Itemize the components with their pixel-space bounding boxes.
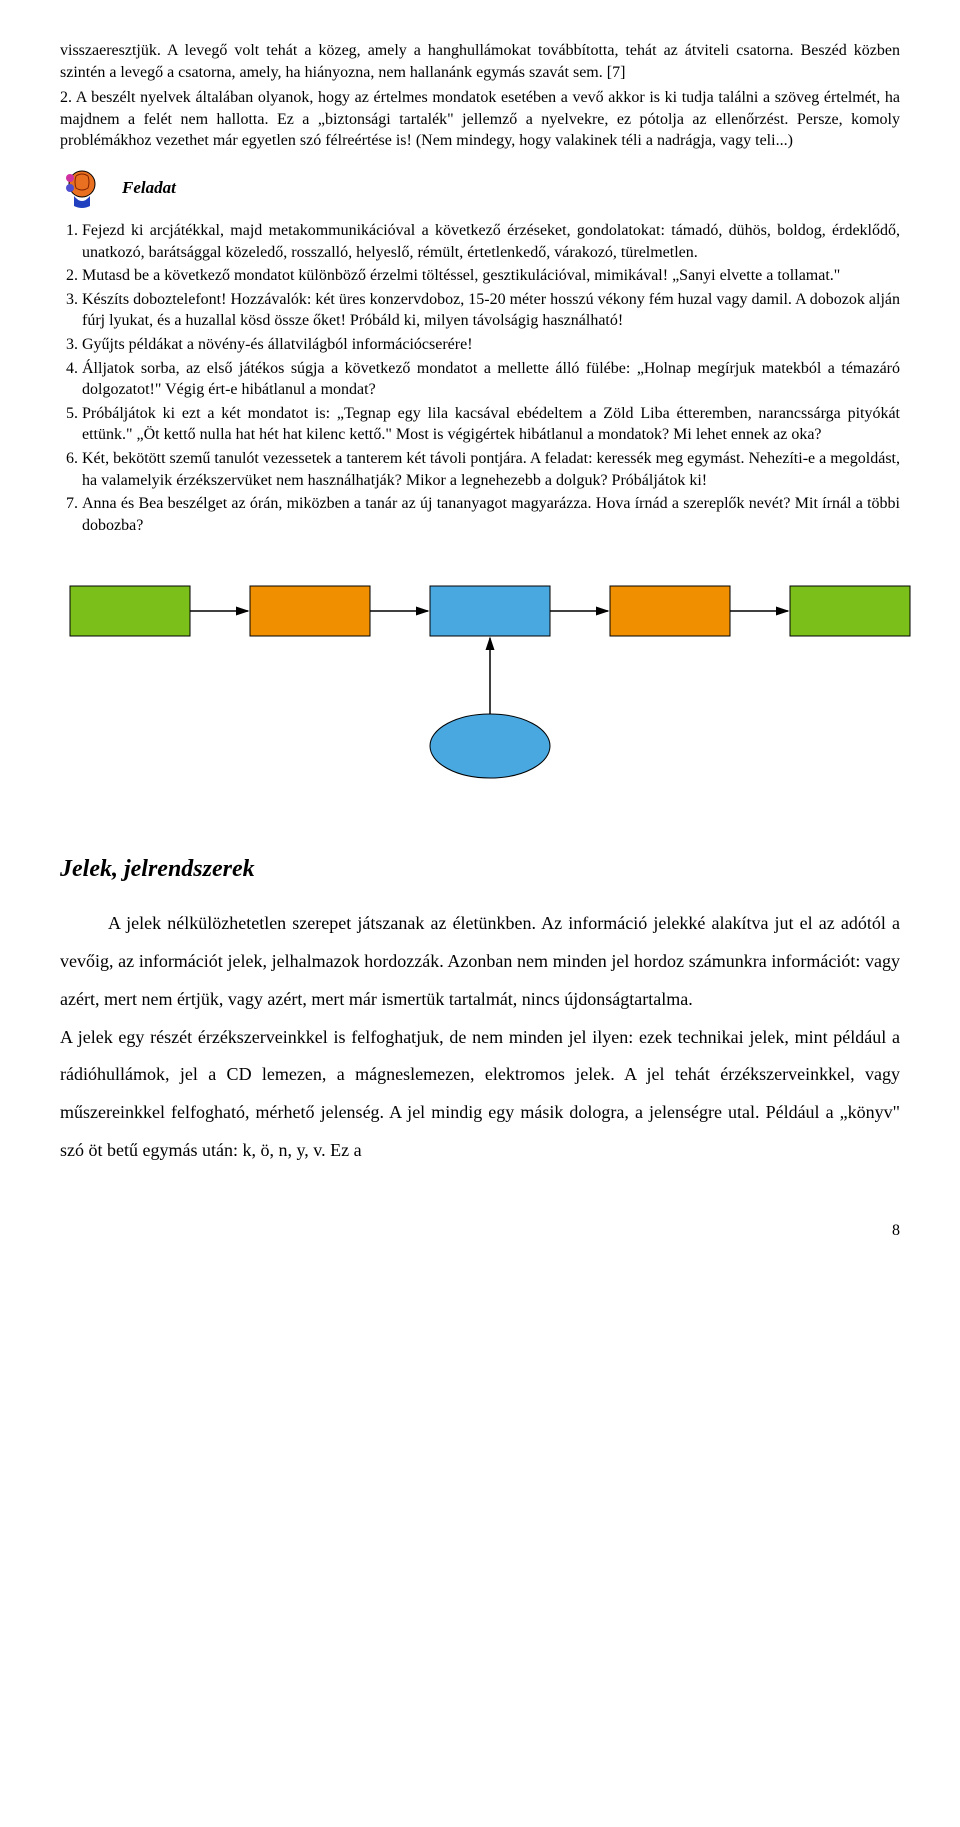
task-item: Mutasd be a következő mondatot különböző… — [82, 265, 900, 287]
task-list: Fejezd ki arcjátékkal, majd metakommunik… — [60, 220, 900, 536]
intro-paragraph-2: 2. A beszélt nyelvek általában olyanok, … — [60, 87, 900, 152]
task-item: Két, bekötött szemű tanulót vezessetek a… — [82, 448, 900, 491]
page-number: 8 — [60, 1220, 900, 1242]
section-heading: Jelek, jelrendszerek — [60, 853, 900, 885]
flow-diagram — [60, 576, 900, 793]
task-item: Álljatok sorba, az első játékos súgja a … — [82, 358, 900, 401]
brain-icon — [60, 166, 104, 210]
diagram-svg — [60, 576, 920, 786]
intro-paragraph-1: visszaeresztjük. A levegő volt tehát a k… — [60, 40, 900, 83]
feladat-heading-row: Feladat — [60, 166, 900, 210]
task-item: Készíts doboztelefont! Hozzávalók: két ü… — [82, 289, 900, 332]
body-text: A jelek nélkülözhetetlen szerepet játsza… — [60, 905, 900, 1170]
body-paragraph-1: A jelek nélkülözhetetlen szerepet játsza… — [60, 905, 900, 1018]
task-item: Anna és Bea beszélget az órán, miközben … — [82, 493, 900, 536]
body-paragraph-2: A jelek egy részét érzékszerveinkkel is … — [60, 1019, 900, 1170]
task-item: Próbáljátok ki ezt a két mondatot is: „T… — [82, 403, 900, 446]
task-item: Gyűjts példákat a növény-és állatvilágbó… — [82, 334, 900, 356]
task-item: Fejezd ki arcjátékkal, majd metakommunik… — [82, 220, 900, 263]
feladat-label: Feladat — [122, 177, 176, 200]
